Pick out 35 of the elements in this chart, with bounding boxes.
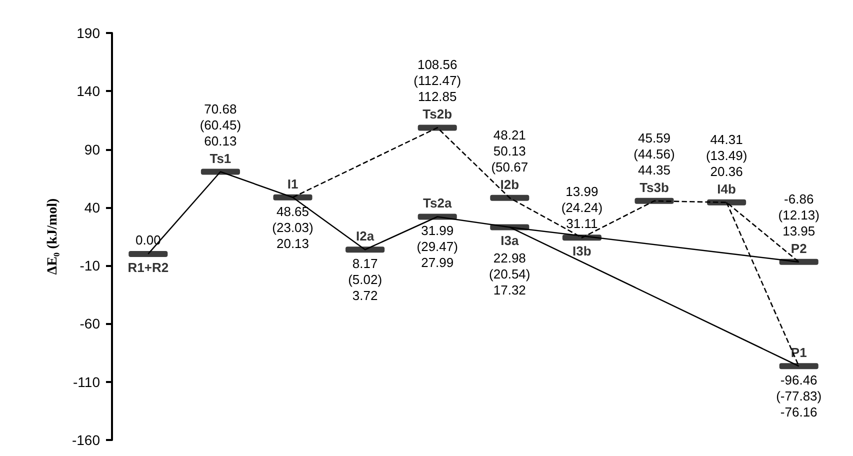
annotation: P2 xyxy=(790,240,807,256)
data-label: 0.00 xyxy=(135,232,161,248)
y-tick-label: 90 xyxy=(84,141,100,158)
annotation: R1+R2 xyxy=(128,260,169,275)
data-label: 44.31 (13.49) 20.36 xyxy=(706,132,748,179)
annotation: I3b xyxy=(572,244,592,259)
y-tick-label: -160 xyxy=(72,432,100,448)
data-label: 13.99 (24.24) 31.11 xyxy=(561,184,603,232)
annotation: Ts1 xyxy=(210,150,232,166)
y-tick-label: -60 xyxy=(80,316,100,332)
data-label: 48.65 (23.03) 20.13 xyxy=(272,204,314,251)
y-tick-label: 40 xyxy=(84,199,100,216)
y-tick-label: 140 xyxy=(76,83,100,100)
annotation: I4b xyxy=(717,181,736,196)
y-axis-title: ΔE₀ (kJ/mol) xyxy=(46,198,60,275)
annotation: P1 xyxy=(790,345,807,360)
annotation: I2a xyxy=(356,228,375,244)
data-label: 45.59 (44.56) 44.35 xyxy=(634,130,675,178)
data-label: -6.86 (12.13) 13.95 xyxy=(778,191,820,238)
y-tick-label: -10 xyxy=(80,258,100,274)
annotation: I2b xyxy=(500,176,520,192)
data-label: -96.46 (-77.83) -76.16 xyxy=(776,372,822,420)
data-label: 70.68 (60.45) 60.13 xyxy=(200,101,242,148)
data-label: 31.99 (29.47) 27.99 xyxy=(416,223,458,270)
data-label: 48.21 50.13 (50.67 xyxy=(491,127,528,174)
data-label: 108.56 (112.47) 112.85 xyxy=(414,57,462,104)
annotation: I1 xyxy=(287,176,298,192)
y-tick-label: -110 xyxy=(73,374,100,390)
data-label: 8.17 (5.02) 3.72 xyxy=(348,256,382,304)
annotation: Ts2a xyxy=(423,196,452,211)
annotation: Ts2b xyxy=(422,106,452,122)
annotation: I3a xyxy=(500,233,520,248)
data-label: 22.98 (20.54) 17.32 xyxy=(489,250,530,298)
y-tick-label: 190 xyxy=(76,25,100,41)
annotation: Ts3b xyxy=(640,180,669,195)
